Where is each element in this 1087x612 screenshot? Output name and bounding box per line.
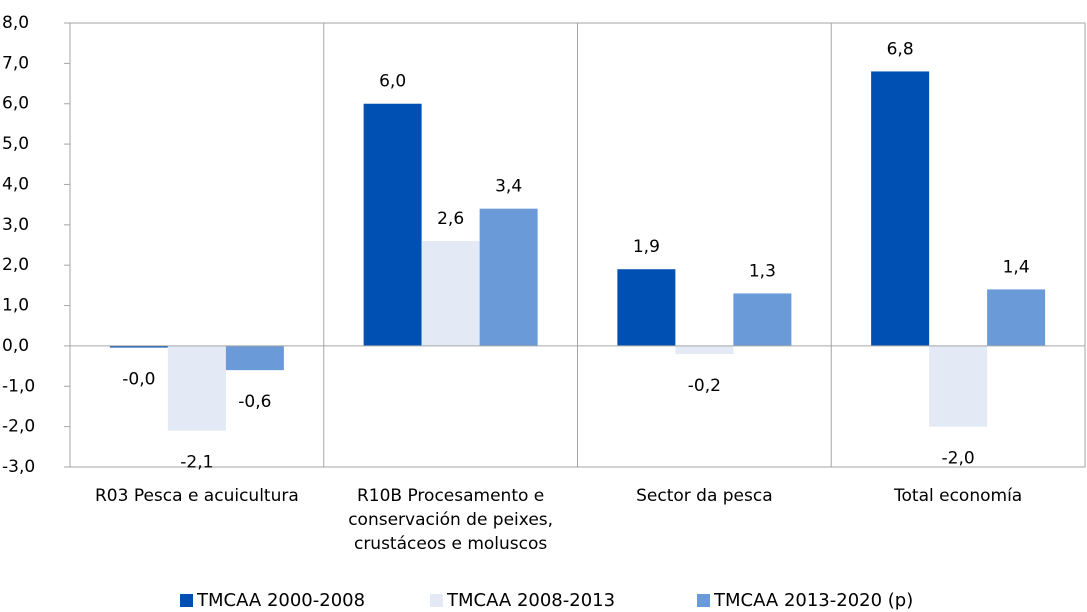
y-tick-label: -1,0: [2, 376, 35, 396]
y-tick-label: 7,0: [2, 53, 29, 73]
legend-swatch: [697, 594, 710, 607]
data-label: 3,4: [495, 177, 522, 197]
legend-item: TMCAA 2000-2008: [180, 590, 365, 611]
data-label: 1,4: [1003, 257, 1030, 277]
y-tick-label: 5,0: [2, 134, 29, 154]
y-tick-label: 1,0: [2, 296, 29, 316]
legend-swatch: [180, 594, 193, 607]
bar: [479, 208, 538, 346]
bar: [987, 289, 1046, 346]
data-label: 1,9: [633, 237, 660, 257]
bar: [675, 345, 734, 354]
x-tick-label: Sector da pesca: [636, 486, 773, 506]
y-tick-label: -3,0: [2, 457, 35, 477]
x-tick-label: Total economía: [894, 486, 1023, 506]
data-label: -0,0: [122, 370, 155, 390]
x-tick-label: R03 Pesca e acuicultura: [94, 486, 299, 506]
data-label: -0,6: [238, 392, 271, 412]
y-tick-label: 4,0: [2, 174, 29, 194]
bar: [167, 345, 226, 431]
data-label: -2,0: [942, 449, 975, 469]
data-label: 1,3: [749, 261, 776, 281]
bar: [617, 269, 676, 346]
bar: [109, 345, 168, 348]
y-tick-label: 8,0: [2, 13, 29, 33]
legend-item: TMCAA 2008-2013: [430, 590, 615, 611]
data-label: 6,0: [379, 72, 406, 92]
bar: [871, 71, 930, 346]
bar: [225, 345, 284, 371]
legend-item: TMCAA 2013-2020 (p): [697, 590, 913, 611]
legend-label: TMCAA 2008-2013: [447, 590, 616, 611]
y-tick-label: 6,0: [2, 94, 29, 114]
data-label: -2,1: [180, 453, 213, 473]
legend-label: TMCAA 2013-2020 (p): [714, 590, 914, 611]
y-tick-label: 3,0: [2, 215, 29, 235]
bar: [929, 345, 988, 427]
y-tick-label: 2,0: [2, 255, 29, 275]
data-label: 2,6: [437, 209, 464, 229]
data-label: 6,8: [887, 39, 914, 59]
data-label: -0,2: [688, 376, 721, 396]
y-tick-label: -2,0: [2, 417, 35, 437]
x-tick-label: R10B Procesamento e conservación de peix…: [348, 486, 554, 554]
legend-swatch: [430, 594, 443, 607]
bar: [363, 103, 422, 346]
bar: [733, 293, 792, 346]
y-tick-label: 0,0: [2, 336, 29, 356]
legend-label: TMCAA 2000-2008: [197, 590, 366, 611]
bar: [421, 240, 480, 346]
